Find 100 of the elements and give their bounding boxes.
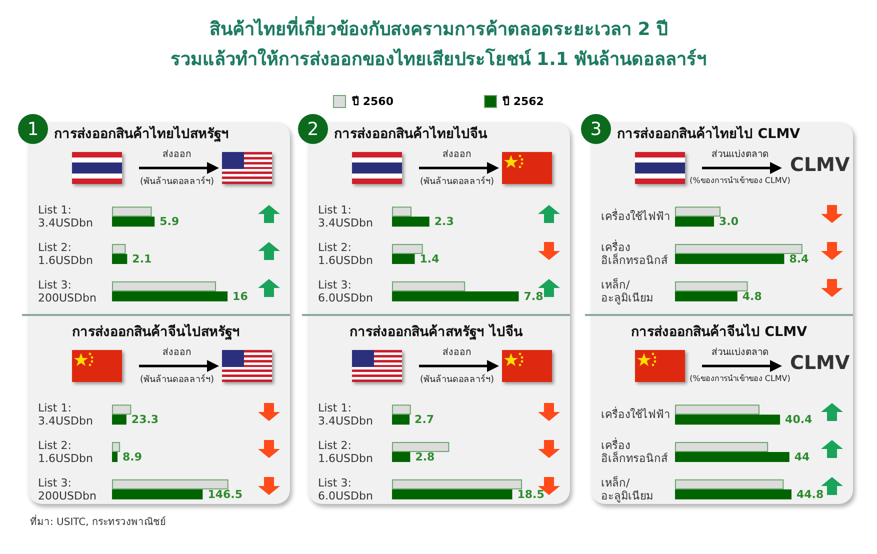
bar	[112, 442, 120, 452]
bar	[675, 244, 802, 254]
y-tick-label: List 1: 3.4USDbn	[318, 204, 373, 230]
text: ส่วนแบ่งตลาด	[712, 149, 768, 160]
y-tick-label: List 2: 1.6USDbn	[38, 241, 93, 267]
data-label: 8.9	[122, 450, 142, 464]
text: (%ของการนำเข้าของ CLMV)	[688, 175, 792, 187]
bar	[392, 281, 466, 292]
text: ส่งออก	[162, 148, 192, 161]
y-tick-label: เหล็ก/ อะลูมิเนียม	[601, 475, 653, 502]
bar	[392, 244, 423, 254]
bar	[112, 254, 128, 264]
chart-title: การส่งออกสินค้าสหรัฐฯ ไปจีน	[348, 322, 524, 342]
bar	[675, 489, 792, 500]
text: รวมแล้วทำให้การส่งออกของไทยเสียประโยชน์ 1.1 พันล้านดอลลาร์ฯ	[169, 47, 708, 72]
text: ส่งออก	[442, 346, 472, 359]
text: (พันล้านดอลลาร์ฯ)	[138, 175, 216, 188]
number-badge: 2	[298, 114, 328, 144]
bar	[392, 442, 450, 452]
text: ส่งออก	[162, 346, 192, 359]
legend-label: ปี 2562	[501, 94, 544, 110]
y-tick-label: List 3: 6.0USDbn	[318, 278, 373, 304]
bar	[112, 404, 132, 415]
y-tick-label: เหล็ก/ อะลูมิเนียม	[601, 277, 653, 304]
data-label: 40.4	[785, 413, 813, 426]
y-tick-label: List 3: 200USDbn	[38, 278, 96, 304]
number-badge: 1	[18, 114, 48, 144]
number-badge: 3	[581, 114, 611, 144]
text: (พันล้านดอลลาร์ฯ)	[418, 175, 496, 188]
text: สินค้าไทยที่เกี่ยวข้องกับสงครามการค้าตลอดระยะเวลา 2 ปี	[208, 15, 669, 42]
bar	[675, 281, 748, 292]
y-tick-label: List 2: 1.6USDbn	[318, 241, 373, 267]
bar	[675, 254, 784, 264]
bar	[675, 452, 790, 462]
data-label: 7.8	[524, 290, 544, 303]
y-tick-label: List 1: 3.4USDbn	[318, 402, 373, 428]
bar	[392, 216, 430, 227]
bar	[675, 404, 760, 415]
data-label: 4.8	[742, 290, 762, 303]
bar	[112, 291, 228, 302]
text: (พันล้านดอลลาร์ฯ)	[418, 373, 496, 386]
y-tick-label: List 3: 6.0USDbn	[318, 476, 373, 502]
y-tick-label: List 1: 3.4USDbn	[38, 204, 93, 230]
bar	[675, 206, 720, 217]
data-label: 44.8	[796, 488, 824, 501]
text: (%ของการนำเข้าของ CLMV)	[688, 373, 792, 385]
bar	[112, 489, 203, 500]
y-tick-label: เครื่องใช้ไฟฟ้า	[601, 406, 670, 422]
bar	[675, 291, 738, 302]
bar	[675, 216, 714, 227]
data-label: 23.3	[131, 413, 159, 426]
text: (พันล้านดอลลาร์ฯ)	[138, 373, 216, 386]
bar	[392, 452, 410, 462]
bar	[675, 442, 768, 452]
bar	[392, 414, 410, 425]
data-label: 1.4	[420, 252, 440, 266]
chart-title: การส่งออกสินค้าไทยไป CLMV	[617, 124, 802, 144]
bar	[112, 281, 216, 292]
data-label: 146.5	[208, 488, 242, 501]
chart-title: การส่งออกสินค้าจีนไป CLMV	[630, 322, 808, 342]
chart-title: การส่งออกสินค้าไทยไปสหรัฐฯ	[54, 124, 230, 144]
bar	[675, 414, 780, 425]
data-label: 8.4	[789, 252, 810, 266]
y-tick-label: List 2: 1.6USDbn	[38, 439, 93, 465]
data-label: 5.9	[160, 215, 180, 228]
y-tick-label: เครื่องใช้ไฟฟ้า	[601, 208, 670, 224]
data-label: 2.3	[434, 215, 454, 228]
text: CLMV	[790, 352, 850, 374]
chart-title: การส่งออกสินค้าจีนไปสหรัฐฯ	[71, 322, 241, 342]
data-label: 3.0	[719, 215, 739, 228]
bar	[392, 404, 411, 415]
text: ส่วนแบ่งตลาด	[712, 347, 768, 358]
data-label: 44	[794, 450, 810, 464]
bar	[112, 452, 118, 462]
data-label: 2.8	[415, 450, 435, 464]
data-label: 16	[232, 290, 248, 303]
bar	[112, 414, 126, 425]
bar	[675, 479, 784, 490]
data-label: 2.7	[414, 413, 434, 426]
bar	[392, 479, 522, 490]
bar	[112, 206, 152, 217]
text: ที่มา: USITC, กระทรวงพาณิชย์	[30, 514, 166, 529]
text: ส่งออก	[442, 148, 472, 161]
bar	[112, 479, 228, 490]
bar	[392, 291, 519, 302]
bar	[112, 216, 155, 227]
chart-title: การส่งออกสินค้าไทยไปจีน	[334, 124, 488, 144]
y-tick-label: เครื่อง อิเล็กทรอนิกส์	[601, 239, 668, 267]
bar	[112, 244, 126, 254]
y-tick-label: List 1: 3.4USDbn	[38, 402, 93, 428]
y-tick-label: List 3: 200USDbn	[38, 476, 96, 502]
legend-label: ปี 2560	[350, 94, 394, 110]
data-label: 18.5	[517, 488, 544, 501]
data-label: 2.1	[132, 252, 152, 266]
y-tick-label: List 2: 1.6USDbn	[318, 439, 373, 465]
text: CLMV	[790, 154, 850, 176]
bar	[392, 206, 412, 217]
y-tick-label: เครื่อง อิเล็กทรอนิกส์	[601, 437, 668, 465]
bar	[392, 254, 415, 264]
bar	[392, 489, 512, 500]
